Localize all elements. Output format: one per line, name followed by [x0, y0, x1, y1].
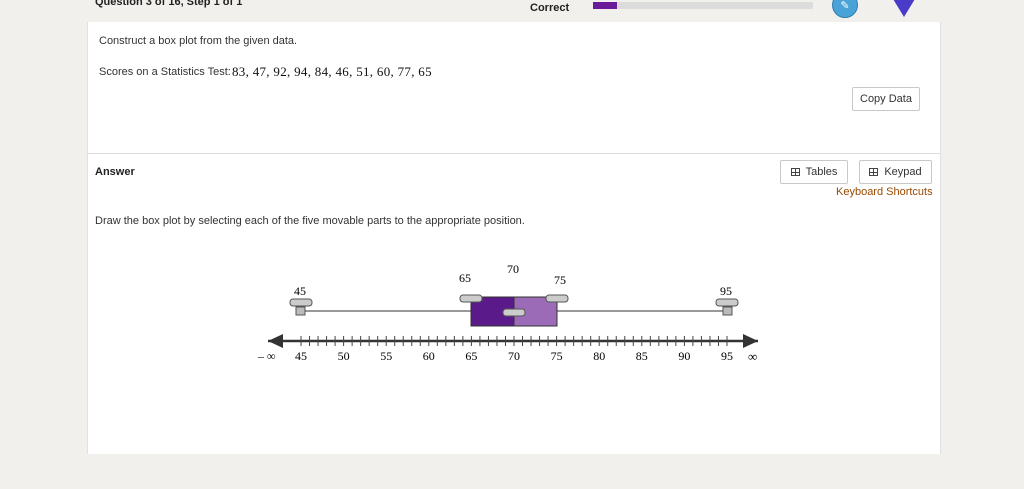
answer-panel: Answer Tables Keypad Keyboard Shortcuts … — [87, 154, 941, 454]
axis-tick-label: 70 — [508, 349, 520, 363]
tick-labels: 45 50 55 60 65 70 75 80 85 90 95 — [295, 349, 733, 363]
answer-label: Answer — [95, 166, 135, 178]
q3-value-label: 75 — [554, 273, 566, 287]
median-handle[interactable] — [502, 308, 526, 317]
scores-values: 83, 47, 92, 94, 84, 46, 51, 60, 77, 65 — [232, 64, 432, 79]
axis-tick-label: 95 — [721, 349, 733, 363]
axis-tick-label: 50 — [338, 349, 350, 363]
left-arrow-icon — [268, 334, 283, 348]
instruction-text: Draw the box plot by selecting each of t… — [95, 215, 525, 227]
axis-tick-label: 90 — [678, 349, 690, 363]
min-value-label: 45 — [294, 284, 306, 298]
scores-label: Scores on a Statistics Test: — [99, 66, 231, 78]
tables-label: Tables — [805, 166, 838, 178]
progress-fill — [593, 2, 618, 9]
copy-data-button[interactable]: Copy Data — [852, 87, 920, 111]
pen-icon: ✎ — [840, 0, 850, 12]
max-value-label: 95 — [720, 284, 732, 298]
axis-tick-label: 65 — [465, 349, 477, 363]
question-label: Question 3 of 16, Step 1 of 1 — [95, 0, 243, 8]
max-handle[interactable] — [715, 298, 739, 316]
heart-icon — [893, 0, 915, 17]
badge-count: 4 — [888, 0, 920, 1]
keyboard-shortcuts-link[interactable]: Keyboard Shortcuts — [836, 186, 933, 198]
axis-tick-label: 85 — [636, 349, 648, 363]
q3-handle[interactable] — [545, 294, 569, 303]
keypad-label: Keypad — [884, 166, 922, 178]
axis-tick-label: 60 — [423, 349, 435, 363]
q1-value-label: 65 — [459, 271, 471, 285]
axis-tick-label: 75 — [551, 349, 563, 363]
right-arrow-icon — [743, 334, 758, 348]
min-handle[interactable] — [289, 298, 313, 316]
median-value-label: 70 — [507, 262, 519, 276]
axis-tick-label: 80 — [593, 349, 605, 363]
pen-button[interactable]: ✎ — [832, 0, 858, 18]
minor-ticks — [300, 336, 728, 346]
heart-badge[interactable]: 4 — [888, 0, 920, 18]
top-bar: Question 3 of 16, Step 1 of 1 Correct ✎ … — [0, 0, 1024, 22]
q1-handle[interactable] — [459, 294, 483, 303]
question-prompt: Construct a box plot from the given data… — [99, 35, 298, 47]
axis-tick-label: 45 — [295, 349, 307, 363]
table-icon — [790, 168, 800, 176]
neg-infinity-label: – ∞ — [257, 349, 276, 363]
tables-button[interactable]: Tables — [780, 160, 848, 184]
axis-tick-label: 55 — [380, 349, 392, 363]
status-label: Correct — [530, 2, 570, 14]
pos-infinity-label: ∞ — [748, 349, 757, 364]
progress-bar — [593, 2, 813, 9]
box-plot-area: 45 50 55 60 65 70 75 80 85 90 95 – ∞ ∞ 45 65 70 — [257, 262, 758, 364]
keypad-icon — [869, 168, 879, 176]
question-panel: Construct a box plot from the given data… — [87, 22, 941, 154]
keypad-button[interactable]: Keypad — [859, 160, 932, 184]
